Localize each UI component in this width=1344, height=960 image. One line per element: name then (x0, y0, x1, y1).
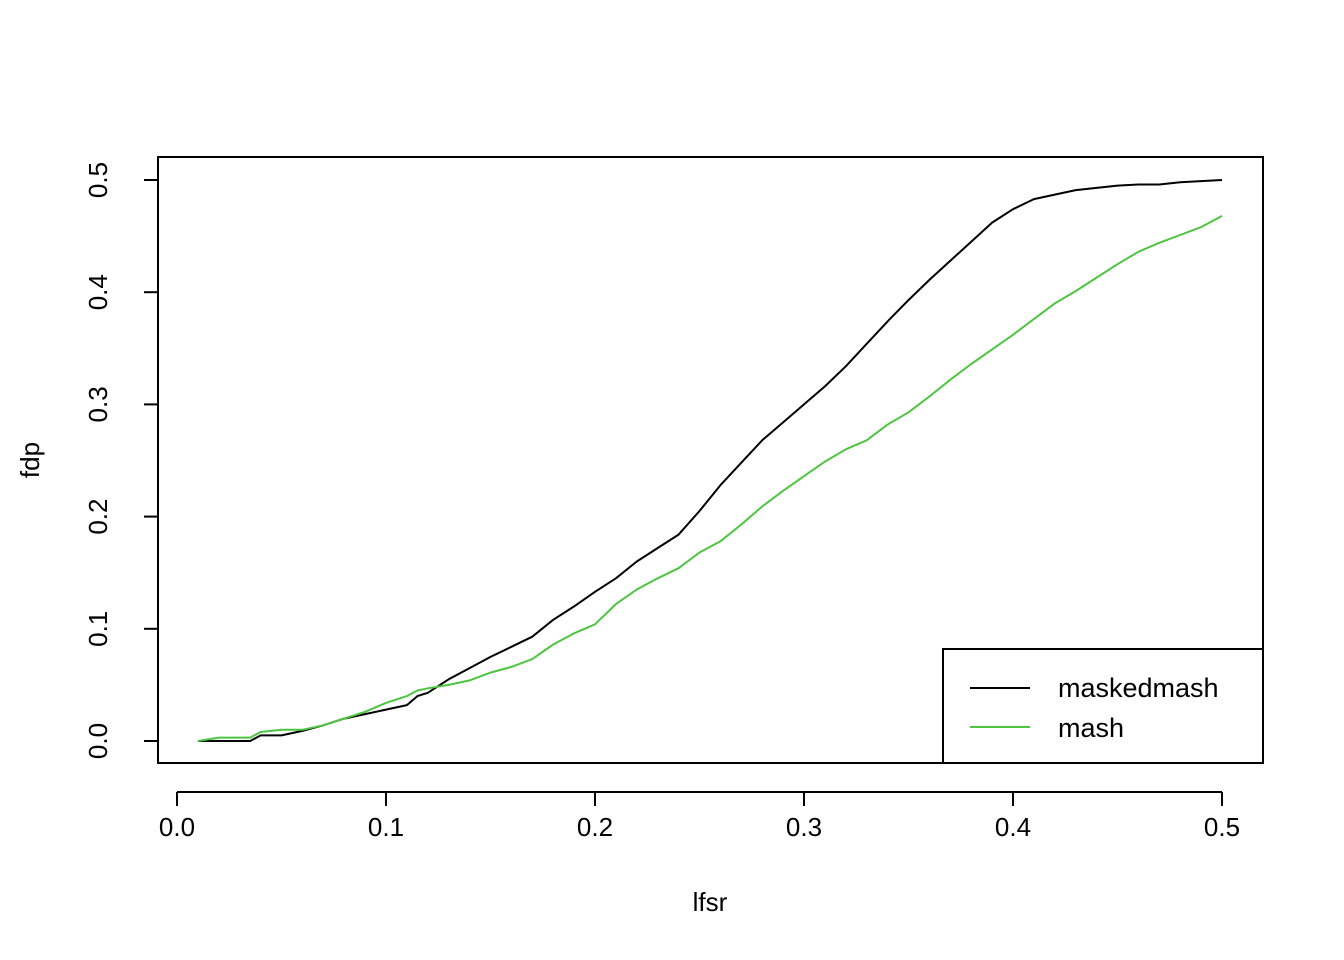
y-tick-label: 0.4 (83, 274, 113, 310)
series-layer (197, 179, 1223, 742)
y-tick-label: 0.3 (83, 386, 113, 422)
x-axis: 0.0 0.1 0.2 0.3 0.4 0.5 (159, 791, 1240, 842)
y-tick-label: 0.0 (83, 723, 113, 759)
y-axis: 0.0 0.1 0.2 0.3 0.4 0.5 (83, 162, 159, 759)
legend: maskedmash mash (942, 648, 1264, 764)
x-tick-label: 0.3 (786, 812, 822, 842)
legend-box (942, 648, 1264, 764)
x-tick-label: 0.0 (159, 812, 195, 842)
legend-label-maskedmash: maskedmash (1058, 673, 1219, 703)
x-tick-label: 0.5 (1204, 812, 1240, 842)
legend-label-mash: mash (1058, 713, 1124, 743)
series-line-maskedmash (197, 179, 1223, 742)
x-tick-label: 0.2 (577, 812, 613, 842)
y-tick-label: 0.2 (83, 499, 113, 535)
y-tick-label: 0.5 (83, 162, 113, 198)
x-axis-title: lfsr (693, 887, 728, 917)
y-tick-label: 0.1 (83, 611, 113, 647)
y-axis-title: fdp (15, 442, 45, 478)
x-tick-label: 0.1 (368, 812, 404, 842)
x-tick-label: 0.4 (995, 812, 1031, 842)
series-line-mash (197, 215, 1223, 742)
